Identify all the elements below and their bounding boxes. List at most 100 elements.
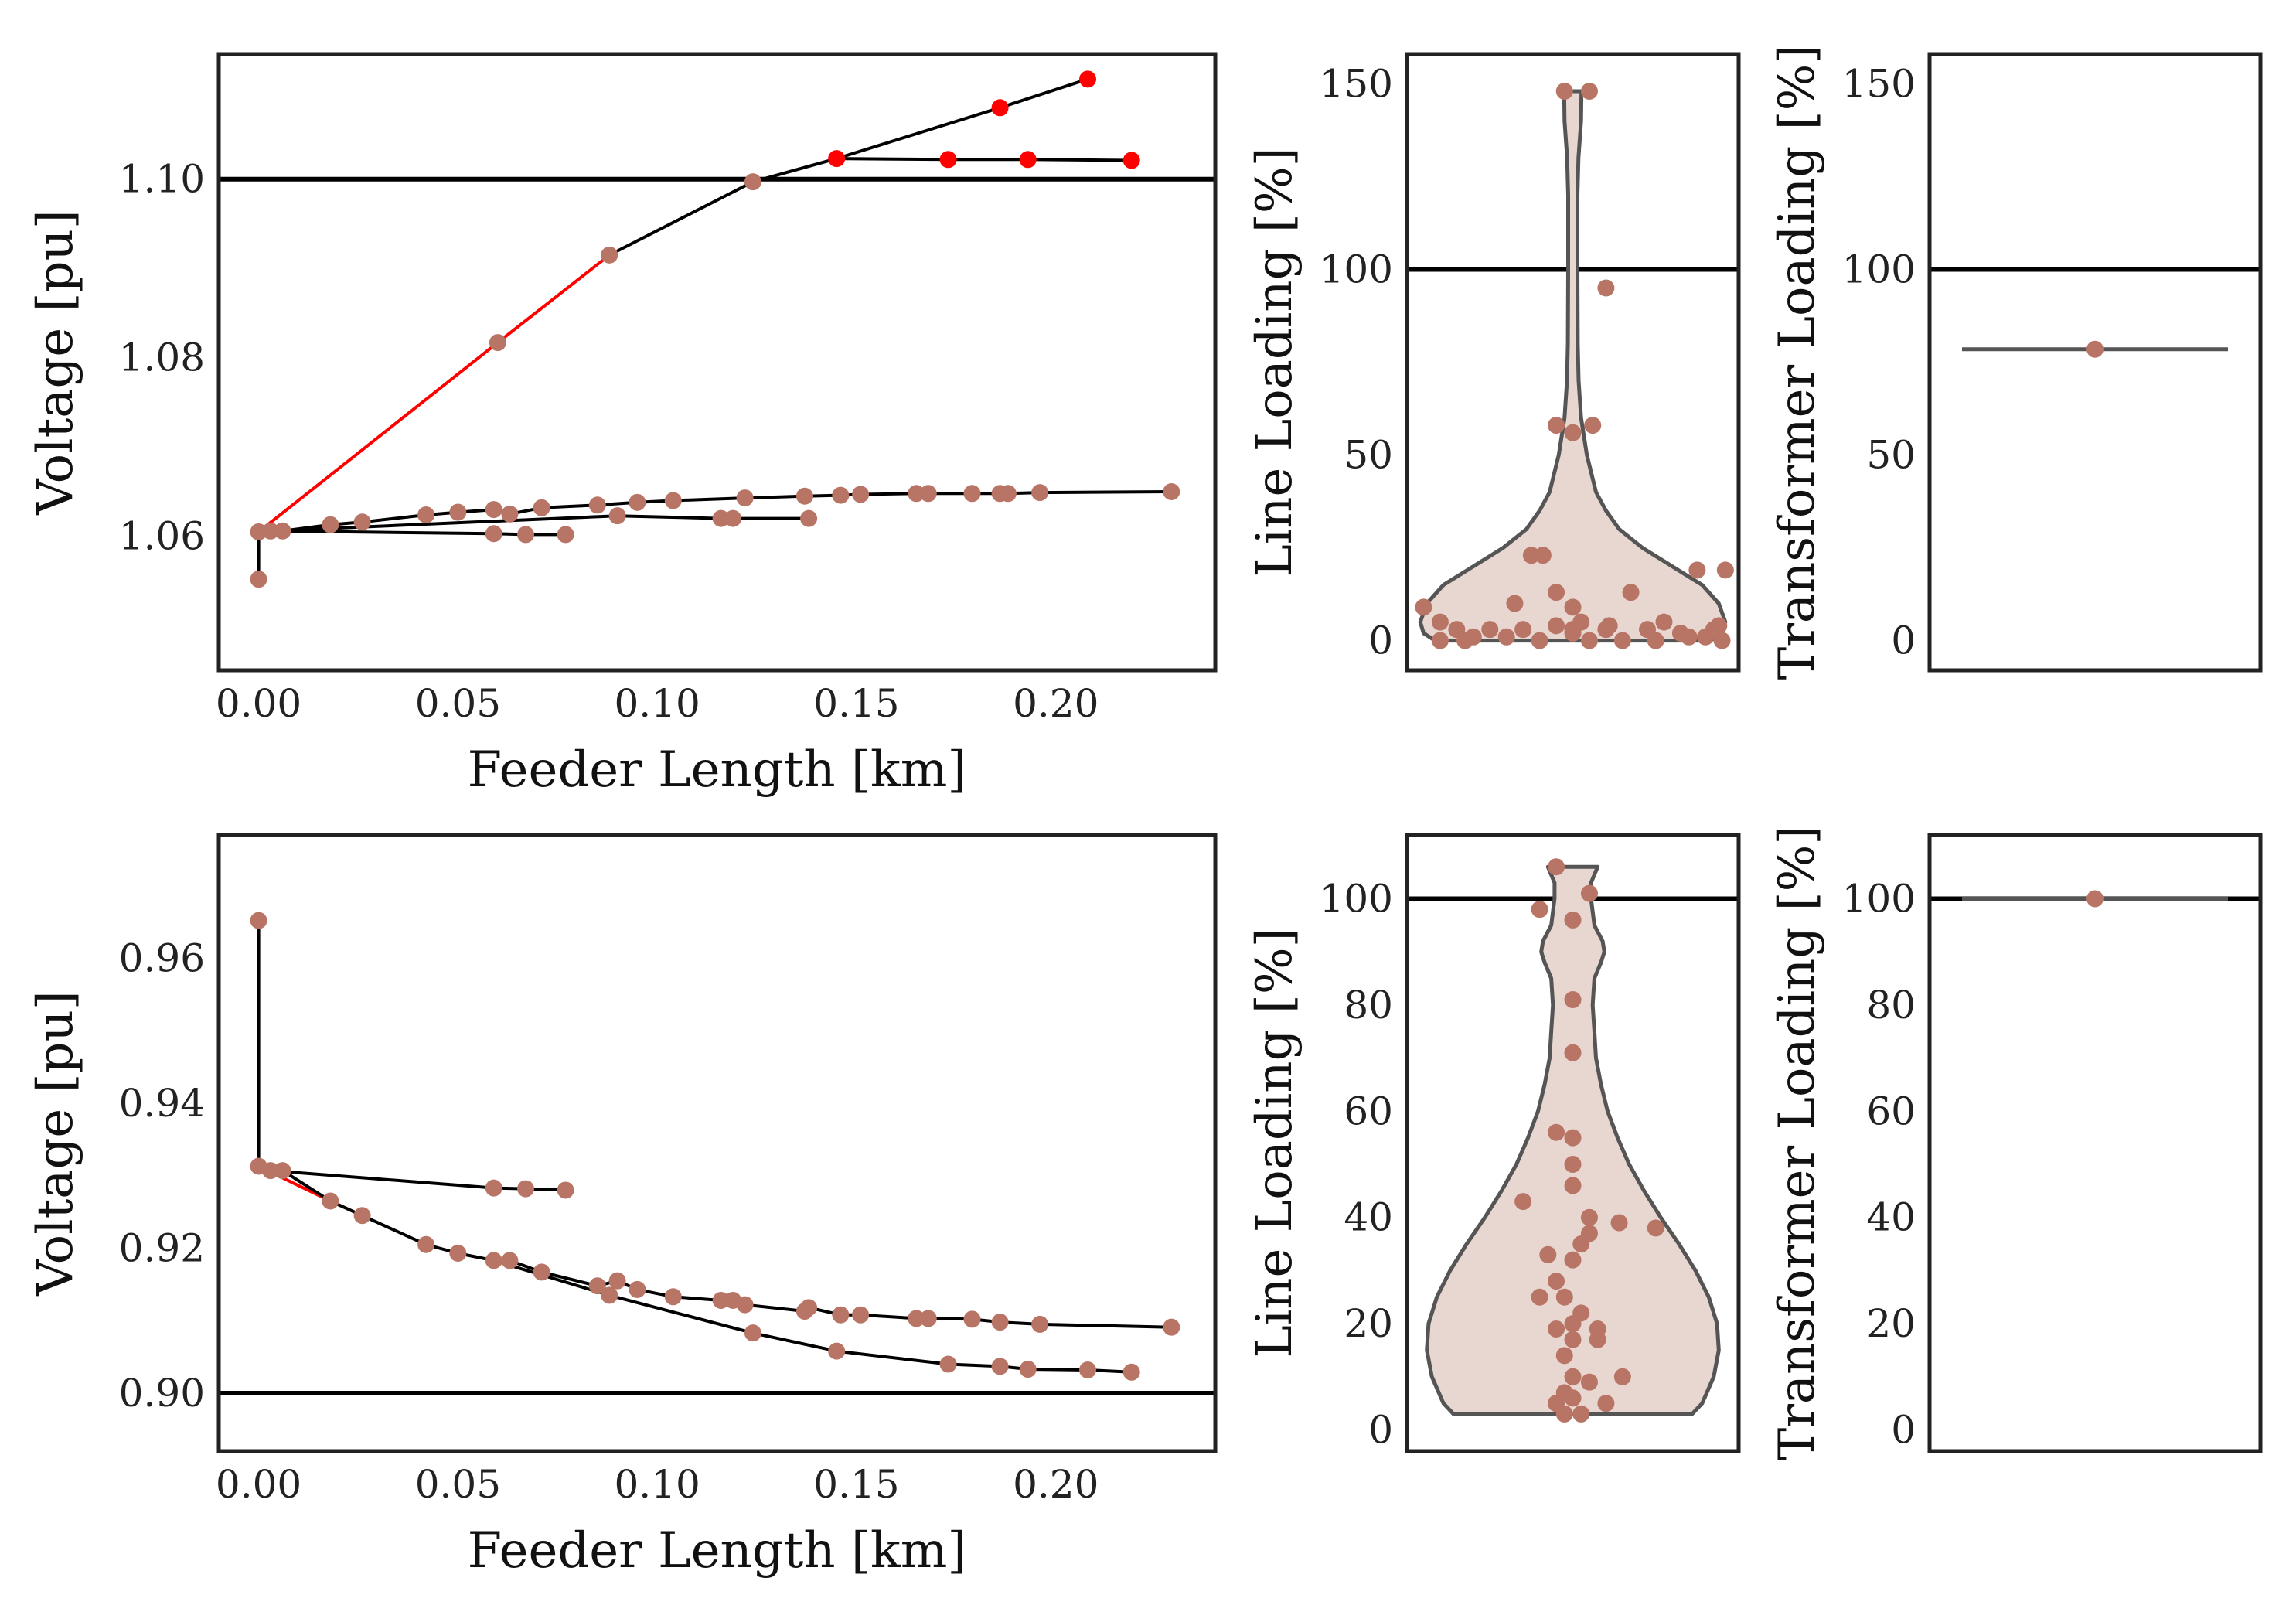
bus-point xyxy=(449,503,467,521)
bus-point xyxy=(262,522,280,540)
bus-point xyxy=(744,1324,761,1342)
loading-point xyxy=(1548,417,1565,434)
bus-point xyxy=(852,1306,870,1324)
violation-point xyxy=(1122,152,1140,169)
loading-point xyxy=(1548,858,1565,876)
loading-point xyxy=(1539,1245,1557,1263)
bus-point xyxy=(852,486,870,503)
x-tick-label: 0.05 xyxy=(415,1462,501,1507)
bus-point xyxy=(501,1252,519,1269)
bus-point xyxy=(908,485,925,503)
loading-point xyxy=(1580,1373,1598,1391)
y-axis-label: Transformer Loading [%] xyxy=(1769,45,1826,680)
loading-point xyxy=(1580,1225,1598,1242)
y-tick-label: 0 xyxy=(1368,618,1393,663)
bus-point xyxy=(736,1296,754,1314)
y-tick-label: 100 xyxy=(1842,876,1916,921)
y-tick-label: 100 xyxy=(1320,876,1393,921)
loading-point xyxy=(1555,1288,1573,1306)
series-line-branch-short xyxy=(270,1169,566,1192)
y-tick-label: 0 xyxy=(1891,618,1916,663)
loading-point xyxy=(1548,1123,1565,1141)
loading-point xyxy=(1548,617,1565,635)
axes-frame xyxy=(1405,833,1741,1453)
violation-point xyxy=(991,99,1009,117)
y-tick-label: 0 xyxy=(1368,1408,1393,1453)
bus-point xyxy=(744,173,761,191)
x-tick-label: 0.20 xyxy=(1013,1462,1099,1507)
loading-point xyxy=(1613,632,1631,649)
bus-point xyxy=(250,571,267,588)
loading-point xyxy=(1564,624,1582,642)
violin-body xyxy=(1418,89,1728,643)
bus-point xyxy=(274,522,291,540)
loading-point xyxy=(1580,1208,1598,1226)
x-axis-label: Feeder Length [km] xyxy=(468,1522,967,1579)
bus-point xyxy=(629,493,646,511)
bottom-line-loading-panel: 0 20 40 60 80 100 Line Loading [%] xyxy=(1246,833,1741,1453)
y-tick-label: 50 xyxy=(1866,433,1916,478)
bus-point xyxy=(608,507,626,525)
y-tick-label: 1.08 xyxy=(119,336,205,380)
bus-point xyxy=(963,485,981,503)
loading-point xyxy=(1555,1384,1573,1402)
bus-point xyxy=(1031,484,1049,502)
axes-frame xyxy=(1405,52,1741,673)
bus-point xyxy=(489,334,506,352)
axes-frame xyxy=(216,52,1218,673)
bus-point xyxy=(712,1291,730,1309)
bus-point xyxy=(991,1314,1009,1331)
loading-point xyxy=(1415,598,1432,616)
y-tick-label: 100 xyxy=(1842,247,1916,291)
loading-point xyxy=(1564,911,1582,929)
loading-point xyxy=(1431,613,1449,631)
y-tick-label: 0.96 xyxy=(119,935,205,980)
bus-point xyxy=(608,1272,626,1290)
loading-point xyxy=(1597,1395,1615,1412)
bus-point xyxy=(485,501,502,519)
loading-point xyxy=(1464,628,1482,646)
bus-point xyxy=(1079,1361,1097,1378)
loading-point xyxy=(1716,561,1734,579)
violation-point xyxy=(939,151,957,169)
bus-point xyxy=(736,489,754,507)
bus-point xyxy=(588,496,606,514)
loading-point xyxy=(1548,584,1565,601)
y-tick-label: 150 xyxy=(1842,61,1916,106)
loading-point xyxy=(1564,1251,1582,1269)
loading-point xyxy=(1564,1155,1582,1173)
bus-point xyxy=(1019,1361,1037,1378)
top-voltage-panel: 1.06 1.08 1.10 Voltage [pu] 0.00 0.05 0.10 0.15… xyxy=(27,52,1218,799)
bus-point xyxy=(274,1162,291,1180)
loading-point xyxy=(1564,1331,1582,1348)
x-tick-label: 0.00 xyxy=(216,681,301,726)
loading-point xyxy=(1548,1320,1565,1338)
y-tick-label: 0.92 xyxy=(119,1225,205,1270)
loading-point xyxy=(1580,83,1598,101)
loading-point xyxy=(1564,1368,1582,1385)
loading-point xyxy=(1580,632,1598,649)
y-tick-label: 150 xyxy=(1320,61,1393,106)
bus-point xyxy=(664,492,682,509)
series-line-branch-upper xyxy=(608,77,1088,257)
loading-point xyxy=(1564,990,1582,1008)
bus-point xyxy=(485,1179,502,1197)
series-line-branch-short xyxy=(270,529,566,537)
bus-point xyxy=(999,485,1017,503)
bus-point xyxy=(353,1207,371,1225)
y-tick-label: 0.90 xyxy=(119,1371,205,1416)
y-tick-label: 100 xyxy=(1320,247,1393,291)
loading-point xyxy=(1613,1368,1631,1385)
y-tick-label: 80 xyxy=(1866,983,1916,1027)
bus-point xyxy=(1031,1315,1049,1333)
x-tick-label: 0.10 xyxy=(614,681,700,726)
y-tick-label: 60 xyxy=(1866,1089,1916,1133)
y-tick-label: 0 xyxy=(1891,1408,1916,1453)
loading-point xyxy=(1531,1288,1548,1306)
bus-point xyxy=(919,1310,937,1327)
series-line-branch-upper-flat xyxy=(836,157,1132,162)
loading-point xyxy=(1564,1177,1582,1194)
loading-point xyxy=(1514,621,1532,639)
loading-point xyxy=(1564,598,1582,616)
